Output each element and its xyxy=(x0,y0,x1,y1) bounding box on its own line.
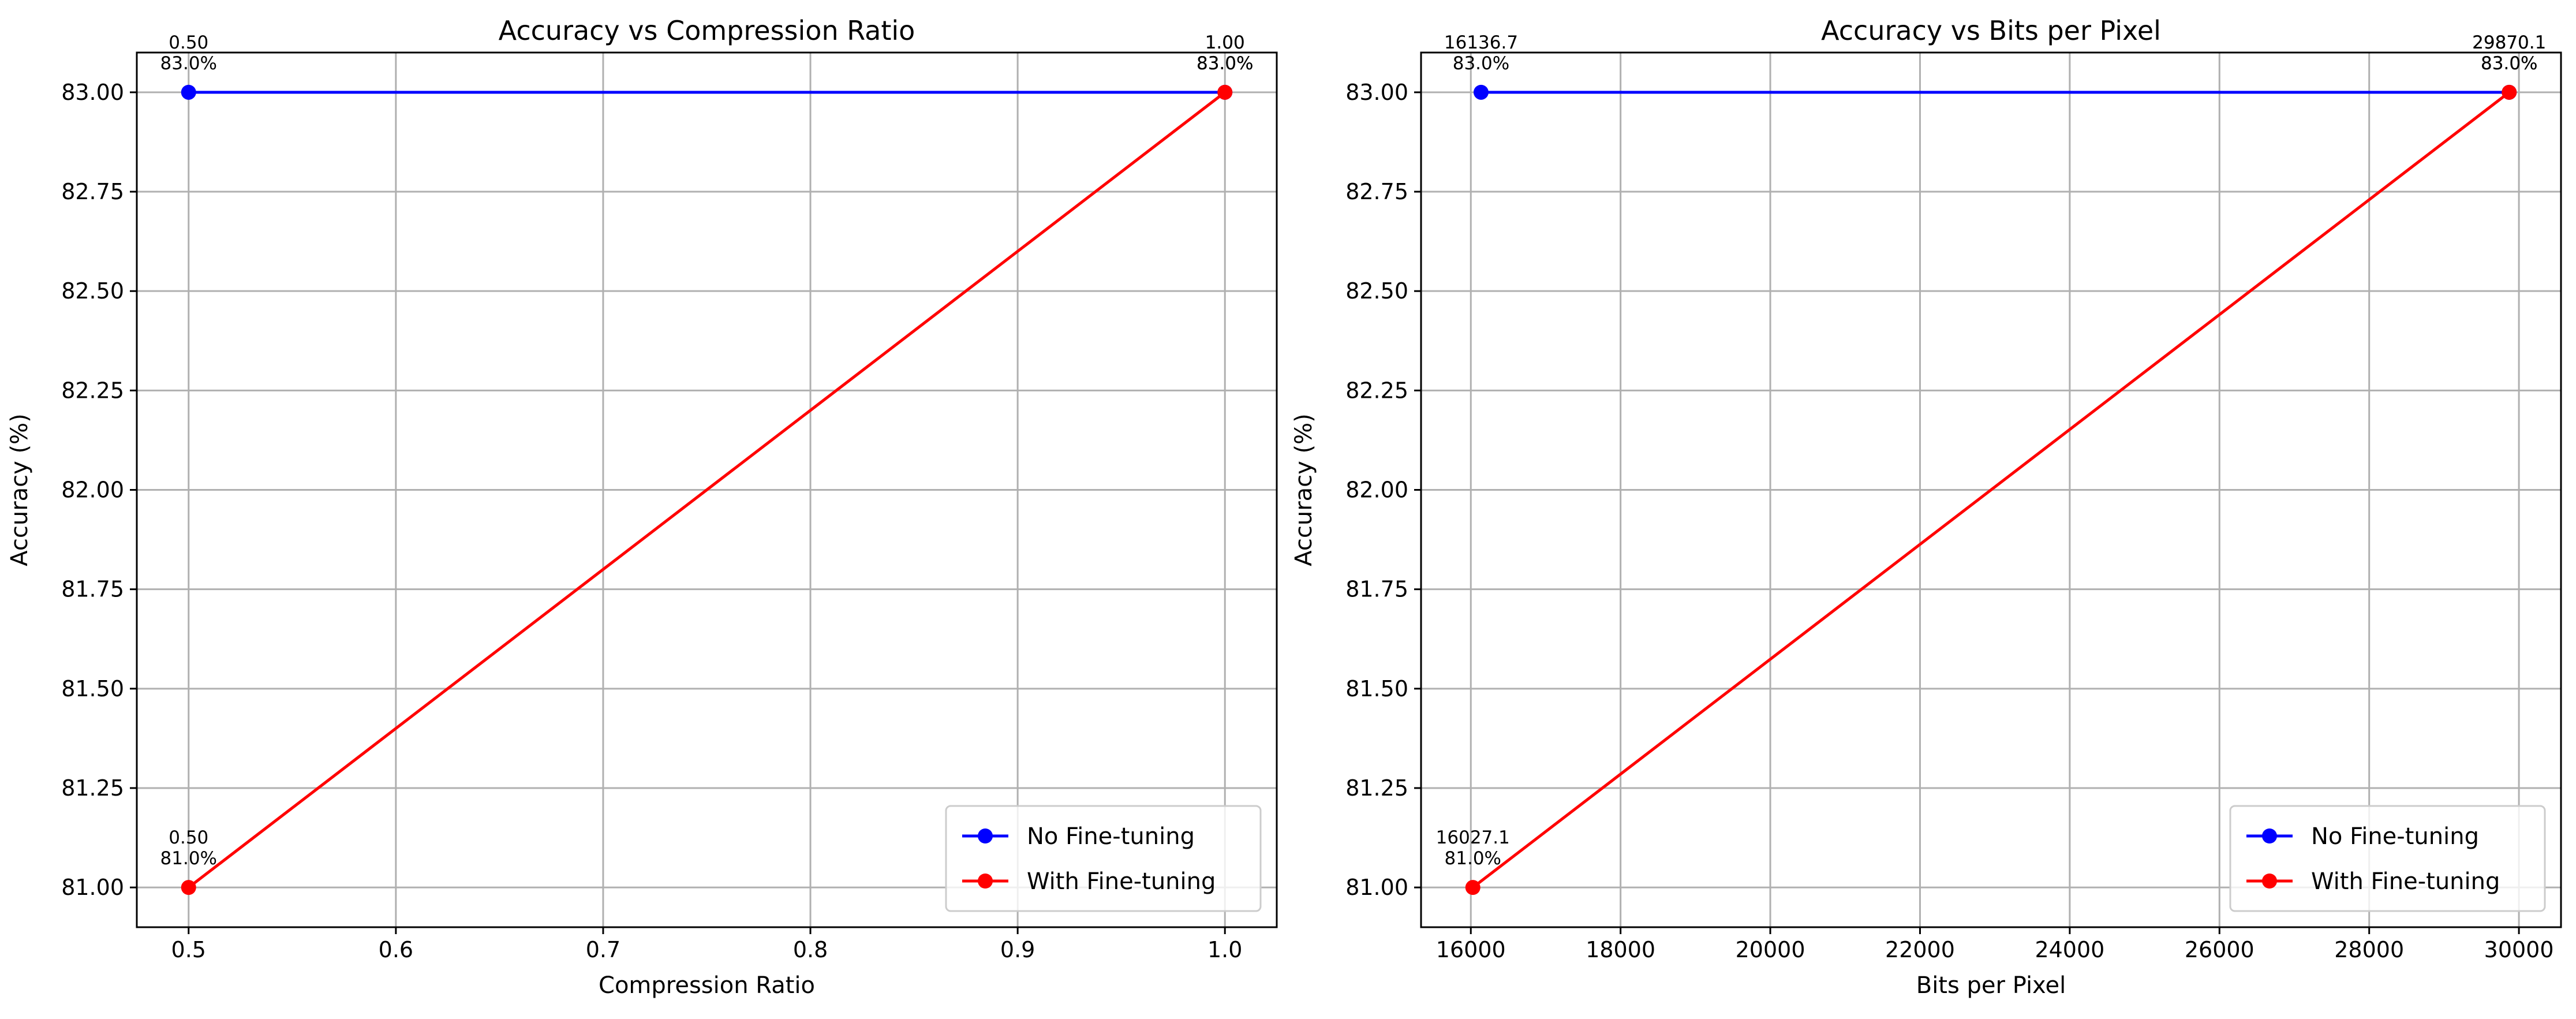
y-tick-label: 82.00 xyxy=(61,477,124,503)
y-tick-label: 82.25 xyxy=(61,378,124,403)
y-axis-label: Accuracy (%) xyxy=(1291,413,1317,566)
data-point xyxy=(1217,84,1233,100)
y-tick-label: 81.25 xyxy=(1345,775,1408,801)
y-ticks: 81.00 81.25 81.50 81.75 82.00 82.25 82.50 82.75… xyxy=(61,80,137,900)
x-tick-label: 0.7 xyxy=(586,937,620,962)
y-tick-label: 81.00 xyxy=(61,875,124,900)
y-tick-label: 82.75 xyxy=(61,179,124,204)
point-labels: 16136.783.0%29870.183.0%16027.181.0%2987… xyxy=(1436,32,2547,869)
legend: No Fine-tuning With Fine-tuning xyxy=(2229,805,2546,912)
data-point xyxy=(1473,84,1489,100)
point-label: 1.00 xyxy=(1205,32,1245,53)
legend-item: No Fine-tuning xyxy=(962,823,1195,850)
legend-label: With Fine-tuning xyxy=(1027,868,1216,895)
x-axis-label: Compression Ratio xyxy=(599,972,815,999)
point-label: 83.0% xyxy=(2481,53,2537,74)
x-tick-label: 0.8 xyxy=(793,937,828,962)
point-label: 83.0% xyxy=(2481,53,2537,74)
legend-item: With Fine-tuning xyxy=(2246,868,2500,895)
legend-marker xyxy=(978,874,993,889)
y-tick-label: 81.50 xyxy=(1345,676,1408,701)
y-tick-label: 83.00 xyxy=(1345,80,1408,105)
y-tick-label: 81.50 xyxy=(61,676,124,701)
legend-label: No Fine-tuning xyxy=(1027,823,1195,850)
x-tick-label: 18000 xyxy=(1586,937,1655,962)
x-tick-label: 0.9 xyxy=(1000,937,1035,962)
legend-label: No Fine-tuning xyxy=(2311,823,2479,850)
point-label: 81.0% xyxy=(1445,848,1501,869)
point-label: 0.50 xyxy=(169,32,208,53)
x-tick-label: 30000 xyxy=(2484,937,2554,962)
x-tick-label: 0.5 xyxy=(171,937,206,962)
x-tick-label: 20000 xyxy=(1736,937,1805,962)
legend-box xyxy=(945,805,1262,912)
series-line xyxy=(1472,91,2510,889)
y-tick-label: 81.75 xyxy=(61,577,124,602)
chart-title: Accuracy vs Bits per Pixel xyxy=(1821,15,2161,46)
x-tick-label: 26000 xyxy=(2185,937,2255,962)
y-tick-label: 82.25 xyxy=(1345,378,1408,403)
y-tick-label: 82.50 xyxy=(61,278,124,304)
y-tick-label: 83.00 xyxy=(61,80,124,105)
x-tick-label: 24000 xyxy=(2035,937,2104,962)
point-label: 0.50 xyxy=(169,827,208,848)
legend-marker xyxy=(978,828,993,843)
series-line xyxy=(188,91,1226,889)
x-axis-label: Bits per Pixel xyxy=(1916,972,2066,999)
x-tick-label: 0.6 xyxy=(379,937,413,962)
x-tick-label: 16000 xyxy=(1436,937,1506,962)
legend-item: No Fine-tuning xyxy=(2246,823,2479,850)
y-tick-label: 82.75 xyxy=(1345,179,1408,204)
point-label: 83.0% xyxy=(160,53,217,74)
legend-item: With Fine-tuning xyxy=(962,868,1216,895)
x-tick-label: 28000 xyxy=(2334,937,2404,962)
chart-title: Accuracy vs Compression Ratio xyxy=(499,15,915,46)
point-label: 29870.1 xyxy=(2472,32,2546,53)
y-ticks: 81.00 81.25 81.50 81.75 82.00 82.25 82.50 82.75… xyxy=(1345,80,1421,900)
data-point xyxy=(181,84,196,100)
y-axis-label: Accuracy (%) xyxy=(6,413,33,566)
x-ticks: 16000 18000 20000 22000 24000 26000 28000 30000 xyxy=(1436,927,2554,962)
point-label: 83.0% xyxy=(1197,53,1253,74)
point-label: 81.0% xyxy=(160,848,217,869)
y-tick-label: 82.50 xyxy=(1345,278,1408,304)
point-label: 16027.1 xyxy=(1436,827,1510,848)
x-ticks: 0.5 0.6 0.7 0.8 0.9 1.0 xyxy=(171,927,1242,962)
data-point xyxy=(181,880,196,895)
point-label: 29870.1 xyxy=(2472,32,2546,53)
legend-marker xyxy=(2262,828,2277,843)
y-tick-label: 82.00 xyxy=(1345,477,1408,503)
legend-box xyxy=(2229,805,2546,912)
data-point xyxy=(1465,880,1480,895)
legend-marker xyxy=(2262,874,2277,889)
y-tick-label: 81.00 xyxy=(1345,875,1408,900)
chart-2: 16136.783.0%29870.183.0%16027.181.0%2987… xyxy=(1291,15,2562,999)
x-tick-label: 1.0 xyxy=(1207,937,1242,962)
point-label: 83.0% xyxy=(1453,53,1509,74)
point-label: 83.0% xyxy=(1197,53,1253,74)
x-tick-label: 22000 xyxy=(1885,937,1955,962)
series-2 xyxy=(1465,84,2517,895)
legend-label: With Fine-tuning xyxy=(2311,868,2500,895)
legend: No Fine-tuning With Fine-tuning xyxy=(945,805,1262,912)
y-tick-label: 81.25 xyxy=(61,775,124,801)
series-2 xyxy=(181,84,1233,895)
data-point xyxy=(2502,84,2517,100)
grid xyxy=(1421,53,2561,927)
y-tick-label: 81.75 xyxy=(1345,577,1408,602)
point-label: 1.00 xyxy=(1205,32,1245,53)
point-label: 16136.7 xyxy=(1444,32,1518,53)
